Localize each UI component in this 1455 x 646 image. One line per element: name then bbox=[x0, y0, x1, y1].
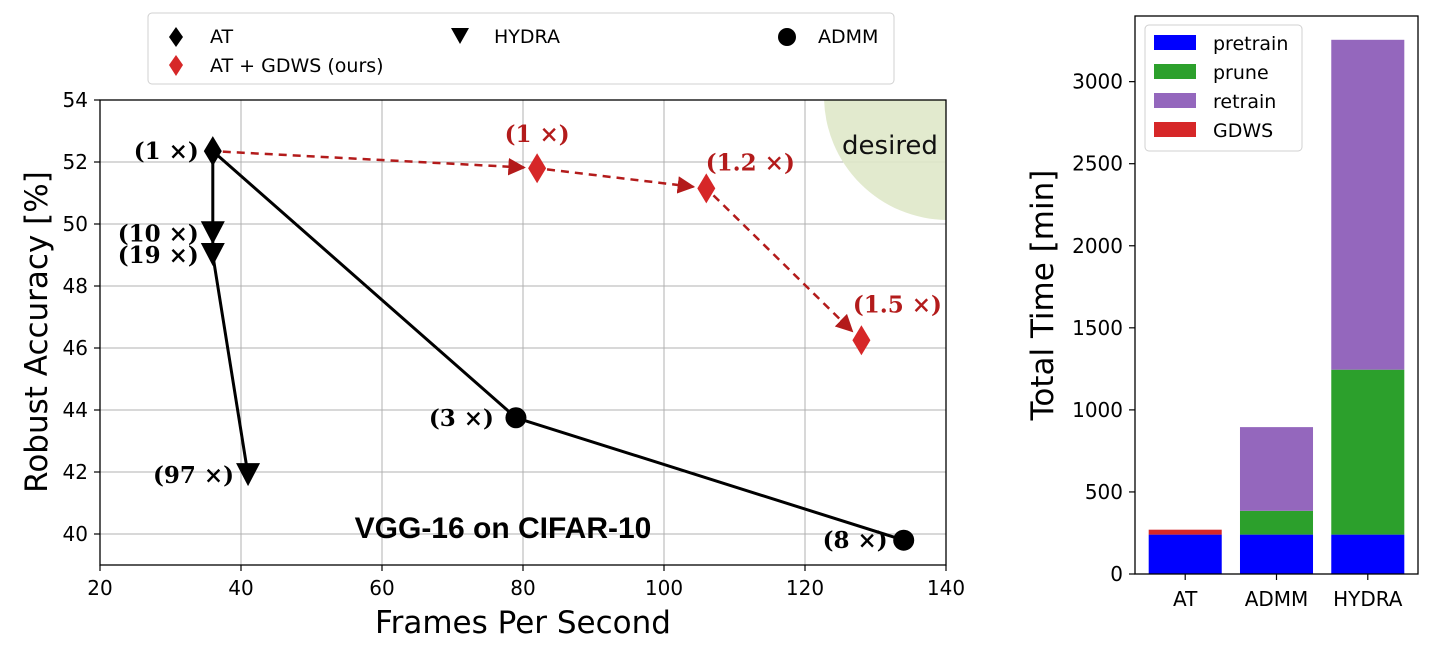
admm-path-line bbox=[211, 150, 905, 542]
right-y-tick-label: 0 bbox=[1110, 562, 1123, 586]
legend-prune-label: prune bbox=[1213, 62, 1269, 84]
right-x-tick-label: AT bbox=[1173, 587, 1198, 611]
point-annotation: (1 ×) bbox=[505, 121, 570, 148]
at-point bbox=[203, 136, 222, 167]
right-y-tick-label: 2000 bbox=[1072, 234, 1123, 258]
admm-point bbox=[893, 529, 915, 551]
legend-prune-swatch bbox=[1154, 64, 1196, 79]
right-y-tick-label: 500 bbox=[1085, 480, 1123, 504]
hydra-path-line bbox=[211, 151, 250, 476]
point-annotation: (1 ×) bbox=[134, 138, 199, 165]
right-legend: pretrain prune retrain GDWS bbox=[1144, 24, 1303, 152]
legend-pretrain-label: pretrain bbox=[1213, 33, 1288, 55]
hydra-point bbox=[236, 463, 261, 487]
point-annotation: (19 ×) bbox=[118, 242, 199, 269]
bar-gdws-at bbox=[1148, 529, 1222, 535]
legend-admm-label: ADMM bbox=[818, 26, 878, 48]
left-x-tick-label: 60 bbox=[369, 576, 394, 600]
left-y-tick-label: 42 bbox=[63, 460, 88, 484]
right-ticks: 0 500 1000 1500 2000 2500 3000 AT ADMM HYDRA bbox=[1072, 70, 1403, 611]
left-y-tick-label: 54 bbox=[63, 88, 88, 112]
right-y-tick-label: 3000 bbox=[1072, 70, 1123, 94]
gdws-arrow bbox=[712, 194, 854, 333]
hydra-point bbox=[200, 221, 225, 245]
bar-retrain-admm bbox=[1239, 427, 1314, 511]
point-annotation: (97 ×) bbox=[153, 462, 234, 489]
admm-point bbox=[505, 407, 527, 429]
left-y-axis-label: Robust Accuracy [%] bbox=[19, 171, 55, 493]
right-x-tick-label: HYDRA bbox=[1333, 587, 1403, 611]
legend-at-marker bbox=[169, 27, 183, 47]
point-annotation: (1.2 ×) bbox=[706, 149, 795, 176]
gdws-arrow bbox=[222, 150, 526, 176]
left-x-tick-label: 120 bbox=[786, 576, 824, 600]
right-y-tick-label: 1000 bbox=[1072, 398, 1123, 422]
left-x-tick-label: 80 bbox=[510, 576, 535, 600]
legend-gdws-bar-label: GDWS bbox=[1213, 120, 1273, 142]
gdws-arrow bbox=[546, 168, 696, 194]
left-y-tick-label: 48 bbox=[63, 274, 88, 298]
point-annotation: (1.5 ×) bbox=[853, 291, 942, 318]
point-annotation: (10 ×) bbox=[118, 220, 199, 247]
left-legend: AT HYDRA ADMM AT + GDWS (ours) bbox=[147, 12, 895, 85]
left-x-axis-label: Frames Per Second bbox=[375, 605, 671, 641]
left-x-tick-label: 140 bbox=[927, 576, 965, 600]
chart-title: VGG-16 on CIFAR-10 bbox=[355, 512, 652, 545]
right-x-tick-label: ADMM bbox=[1245, 587, 1309, 611]
left-grid bbox=[99, 99, 947, 565]
left-y-tick-label: 44 bbox=[63, 398, 88, 422]
legend-gdws-swatch bbox=[1154, 122, 1196, 137]
right-legend-box bbox=[1144, 24, 1303, 152]
legend-retrain-label: retrain bbox=[1213, 91, 1276, 113]
left-y-tick-label: 40 bbox=[63, 522, 88, 546]
left-lines bbox=[211, 150, 905, 542]
left-x-tick-label: 40 bbox=[228, 576, 253, 600]
bar-retrain-hydra bbox=[1331, 39, 1405, 370]
bar-pretrain-at bbox=[1148, 534, 1222, 574]
bar-prune-admm bbox=[1239, 510, 1314, 535]
legend-gdws-marker bbox=[169, 55, 183, 76]
legend-retrain-swatch bbox=[1154, 93, 1196, 108]
gdws-point bbox=[528, 153, 547, 184]
legend-at-label: AT bbox=[210, 26, 234, 48]
left-legend-box bbox=[147, 12, 895, 85]
point-annotation: (3 ×) bbox=[429, 405, 494, 432]
total-time-bar-chart: 0 500 1000 1500 2000 2500 3000 AT ADMM HYDRA Tota… bbox=[1025, 15, 1419, 611]
point-annotation: (8 ×) bbox=[823, 527, 888, 554]
left-markers bbox=[200, 136, 915, 551]
desired-region bbox=[824, 100, 946, 220]
bar-pretrain-admm bbox=[1239, 534, 1314, 574]
right-y-axis-label: Total Time [min] bbox=[1025, 170, 1061, 422]
right-bars bbox=[1148, 39, 1405, 574]
gdws-point bbox=[852, 325, 871, 356]
legend-hydra-label: HYDRA bbox=[494, 26, 560, 48]
right-y-tick-label: 1500 bbox=[1072, 316, 1123, 340]
left-y-tick-label: 50 bbox=[63, 212, 88, 236]
bar-pretrain-hydra bbox=[1331, 534, 1405, 574]
hydra-point bbox=[200, 243, 225, 266]
legend-hydra-marker bbox=[451, 28, 469, 44]
legend-pretrain-swatch bbox=[1154, 35, 1196, 50]
legend-admm-marker bbox=[778, 28, 796, 46]
left-ticks: 20 40 60 80 100 120 140 40 42 44 46 48 50 52 54 bbox=[63, 88, 966, 600]
left-y-tick-label: 52 bbox=[63, 150, 88, 174]
bar-prune-hydra bbox=[1331, 369, 1405, 535]
left-x-tick-label: 20 bbox=[87, 576, 112, 600]
gdws-point bbox=[697, 173, 716, 204]
accuracy-vs-fps-chart: desired (1 ×) (10 ×)(19 ×) (97 ×) (3 ×) (8 ×… bbox=[19, 12, 966, 641]
left-y-tick-label: 46 bbox=[63, 336, 88, 360]
desired-label: desired bbox=[842, 131, 938, 161]
left-x-tick-label: 100 bbox=[645, 576, 683, 600]
legend-gdws-label: AT + GDWS (ours) bbox=[210, 55, 384, 77]
right-y-tick-label: 2500 bbox=[1072, 152, 1123, 176]
left-annotations: (1 ×) (10 ×)(19 ×) (97 ×) (3 ×) (8 ×) (1 ×) (1… bbox=[118, 121, 942, 554]
